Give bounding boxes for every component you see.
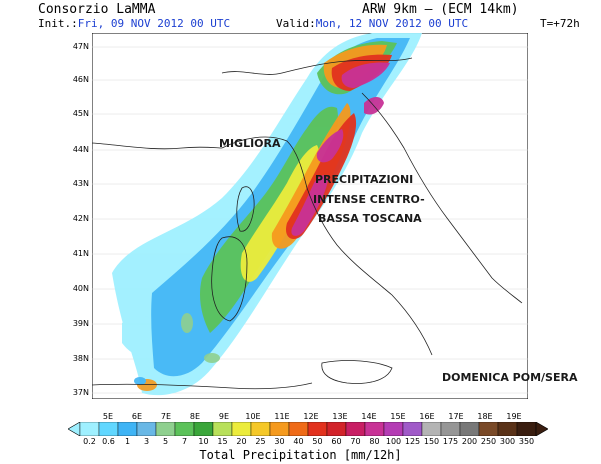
legend-swatch — [193, 422, 214, 436]
legend-label: 200 — [461, 437, 478, 446]
legend-swatch — [326, 422, 347, 436]
legend-swatch — [478, 422, 499, 436]
lon-label: 18E — [477, 412, 493, 421]
legend-swatch — [117, 422, 138, 436]
legend-swatch — [231, 422, 252, 436]
legend-swatch — [345, 422, 366, 436]
legend-swatch — [79, 422, 100, 436]
coastlines — [92, 57, 523, 390]
legend-swatch — [98, 422, 119, 436]
lon-label: 17E — [448, 412, 464, 421]
lon-label: 13E — [332, 412, 348, 421]
legend-swatch — [383, 422, 404, 436]
legend-arrow-right — [535, 422, 548, 436]
valid-label: Valid: — [276, 17, 316, 30]
lat-label: 44N — [72, 145, 89, 154]
legend-swatch — [174, 422, 195, 436]
lat-label: 37N — [72, 388, 89, 397]
legend-swatch — [288, 422, 309, 436]
lon-label: 10E — [245, 412, 261, 421]
legend-label: 0.6 — [102, 437, 115, 446]
legend-label: 3 — [143, 437, 150, 446]
annotation-precip-line1: PRECIPITAZIONI — [315, 173, 414, 186]
legend-label: 0.2 — [83, 437, 96, 446]
lat-label: 45N — [72, 109, 89, 118]
lon-label: 14E — [361, 412, 377, 421]
lon-label: 19E — [506, 412, 522, 421]
legend-swatch — [250, 422, 271, 436]
legend-swatch — [364, 422, 385, 436]
legend-label: 50 — [312, 437, 323, 446]
legend-swatch — [136, 422, 157, 436]
legend-swatch — [421, 422, 442, 436]
annotation-domenica: DOMENICA POM/SERA — [442, 371, 578, 384]
legend-label: 40 — [293, 437, 304, 446]
annotation-precip-line3: BASSA TOSCANA — [318, 212, 422, 225]
init-line: Init.:Fri, 09 NOV 2012 00 UTC — [38, 17, 230, 30]
legend-label: 125 — [404, 437, 421, 446]
valid-line: Valid:Mon, 12 NOV 2012 00 UTC — [276, 17, 468, 30]
annotation-precip-line2: INTENSE CENTRO- — [313, 193, 425, 206]
lat-label: 47N — [72, 42, 89, 51]
legend-swatch — [497, 422, 518, 436]
lon-label: 16E — [419, 412, 435, 421]
model-name: ARW 9km — (ECM 14km) — [362, 2, 519, 17]
legend-label: 175 — [442, 437, 459, 446]
precipitation-map — [92, 33, 528, 399]
legend-title: Total Precipitation [mm/12h] — [199, 448, 402, 462]
lon-label: 7E — [160, 412, 172, 421]
legend-label: 10 — [198, 437, 209, 446]
legend-label: 60 — [331, 437, 342, 446]
org-name: Consorzio LaMMA — [38, 2, 156, 17]
legend-label: 350 — [518, 437, 535, 446]
legend-label: 250 — [480, 437, 497, 446]
legend-swatch — [516, 422, 537, 436]
legend-label: 1 — [124, 437, 131, 446]
legend-label: 70 — [350, 437, 361, 446]
precip-yellow — [240, 145, 320, 282]
lon-label: 12E — [303, 412, 319, 421]
legend-arrow-left — [68, 422, 81, 436]
init-value: Fri, 09 NOV 2012 00 UTC — [77, 17, 231, 30]
color-legend — [68, 422, 548, 436]
annotation-migliora: MIGLIORA — [219, 137, 281, 150]
legend-swatch — [440, 422, 461, 436]
legend-label: 25 — [255, 437, 266, 446]
legend-swatch — [402, 422, 423, 436]
lat-label: 41N — [72, 249, 89, 258]
lat-label: 38N — [72, 354, 89, 363]
lat-label: 46N — [72, 75, 89, 84]
legend-swatch — [155, 422, 176, 436]
legend-label: 5 — [162, 437, 169, 446]
lat-label: 39N — [72, 319, 89, 328]
legend-label: 150 — [423, 437, 440, 446]
lon-label: 11E — [274, 412, 290, 421]
precip-scattered-cells — [134, 313, 220, 391]
legend-swatch — [307, 422, 328, 436]
lon-label: 8E — [189, 412, 201, 421]
legend-label: 30 — [274, 437, 285, 446]
legend-label: 300 — [499, 437, 516, 446]
lon-label: 15E — [390, 412, 406, 421]
legend-swatch — [459, 422, 480, 436]
legend-label: 20 — [236, 437, 247, 446]
lon-label: 9E — [218, 412, 230, 421]
legend-label: 100 — [385, 437, 402, 446]
legend-swatch — [212, 422, 233, 436]
lat-label: 42N — [72, 214, 89, 223]
init-label: Init.: — [38, 17, 78, 30]
lon-label: 6E — [131, 412, 143, 421]
legend-label: 7 — [181, 437, 188, 446]
valid-value: Mon, 12 NOV 2012 00 UTC — [315, 17, 469, 30]
lat-label: 43N — [72, 179, 89, 188]
legend-label: 15 — [217, 437, 228, 446]
legend-swatch — [269, 422, 290, 436]
lat-label: 40N — [72, 284, 89, 293]
legend-label: 80 — [369, 437, 380, 446]
lon-label: 5E — [102, 412, 114, 421]
lead-time: T=+72h — [540, 17, 580, 30]
